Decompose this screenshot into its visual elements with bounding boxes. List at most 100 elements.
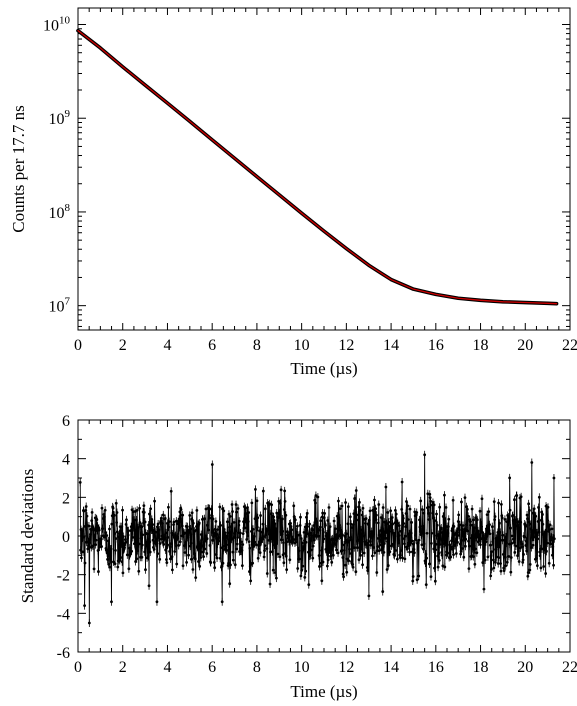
residual-point bbox=[498, 530, 502, 534]
residual-point bbox=[244, 512, 248, 515]
residual-point bbox=[427, 511, 431, 515]
residual-point bbox=[114, 537, 118, 540]
residual-point bbox=[148, 550, 152, 554]
residual-point bbox=[232, 520, 236, 524]
residual-point bbox=[221, 548, 225, 552]
residual-point bbox=[336, 536, 340, 540]
residual-point bbox=[479, 543, 482, 547]
residual-point bbox=[202, 517, 206, 521]
residual-point bbox=[277, 499, 281, 503]
residual-point bbox=[263, 544, 267, 548]
residual-point bbox=[227, 561, 230, 565]
residual-point bbox=[162, 542, 166, 546]
residual-point bbox=[449, 545, 453, 549]
decay-x-tick-label: 14 bbox=[383, 337, 399, 354]
residual-point bbox=[429, 499, 432, 503]
residual-point bbox=[87, 621, 91, 625]
residual-point bbox=[148, 512, 151, 516]
residual-point bbox=[358, 508, 362, 512]
residual-point bbox=[369, 543, 373, 547]
residual-point bbox=[115, 511, 119, 514]
residual-point bbox=[267, 539, 271, 542]
residual-point bbox=[478, 535, 482, 538]
residual-point bbox=[290, 528, 294, 532]
residual-point bbox=[107, 562, 111, 566]
residual-point bbox=[535, 564, 539, 568]
residual-point bbox=[155, 541, 158, 545]
residual-point bbox=[301, 564, 305, 568]
residual-point bbox=[226, 531, 230, 535]
residual-point bbox=[278, 511, 281, 515]
residual-point bbox=[499, 562, 502, 565]
residual-point bbox=[443, 493, 446, 497]
fit-curve-line bbox=[77, 29, 558, 305]
residual-point bbox=[550, 553, 554, 557]
residual-point bbox=[431, 501, 435, 504]
residual-point bbox=[524, 539, 528, 543]
residual-point bbox=[443, 519, 447, 523]
residual-point bbox=[320, 579, 324, 583]
residual-point bbox=[93, 534, 97, 538]
residual-point bbox=[115, 521, 119, 524]
residual-point bbox=[125, 553, 129, 557]
residual-point bbox=[464, 537, 468, 541]
residual-point bbox=[419, 499, 423, 503]
decay-x-tick-label: 20 bbox=[517, 337, 533, 354]
residual-point bbox=[473, 562, 477, 566]
residual-point bbox=[522, 535, 526, 539]
residual-point bbox=[198, 564, 202, 568]
residual-point bbox=[399, 529, 403, 533]
residual-point bbox=[373, 551, 377, 555]
residual-point bbox=[410, 520, 413, 524]
residual-point bbox=[400, 480, 404, 484]
residual-point bbox=[429, 541, 433, 545]
residual-point bbox=[516, 549, 520, 553]
residual-point bbox=[374, 507, 378, 511]
residual-point bbox=[352, 546, 356, 550]
residual-point bbox=[549, 542, 553, 546]
residual-point bbox=[349, 522, 353, 526]
residual-point bbox=[263, 549, 266, 553]
residual-point bbox=[158, 542, 162, 545]
residual-point bbox=[458, 528, 461, 532]
residual-point bbox=[258, 529, 262, 533]
residual-point bbox=[427, 562, 431, 566]
residual-point bbox=[100, 506, 104, 510]
residual-point bbox=[241, 532, 245, 536]
residual-point bbox=[314, 494, 318, 497]
residual-point bbox=[164, 548, 168, 552]
residual-point bbox=[456, 540, 459, 544]
residual-point bbox=[114, 549, 117, 552]
residual-point bbox=[178, 526, 181, 529]
residual-point bbox=[247, 540, 251, 544]
residual-point bbox=[283, 489, 287, 493]
residual-point bbox=[219, 546, 223, 550]
residual-point bbox=[552, 537, 556, 541]
residual-point bbox=[163, 536, 166, 540]
residual-point bbox=[271, 550, 274, 554]
residual-point bbox=[121, 508, 124, 512]
residual-point bbox=[465, 523, 469, 526]
residual-point bbox=[180, 524, 184, 528]
residual-point bbox=[503, 538, 506, 542]
residual-point bbox=[493, 515, 497, 518]
decay-x-tick-label: 0 bbox=[74, 337, 82, 354]
residual-point bbox=[487, 510, 491, 514]
residual-point bbox=[216, 528, 220, 531]
residual-point bbox=[471, 555, 475, 558]
residual-point bbox=[458, 542, 462, 546]
residual-point bbox=[155, 600, 159, 604]
residual-point bbox=[84, 505, 88, 508]
residual-point bbox=[433, 579, 437, 583]
residual-point bbox=[230, 503, 234, 506]
residual-point bbox=[302, 546, 306, 549]
residual-point bbox=[345, 570, 349, 574]
residual-point bbox=[129, 552, 132, 555]
residual-point bbox=[364, 517, 368, 520]
residual-point bbox=[439, 526, 443, 530]
residual-point bbox=[534, 514, 538, 518]
residual-point bbox=[485, 534, 489, 538]
residual-point bbox=[135, 557, 139, 561]
residual-point bbox=[514, 518, 517, 522]
residual-point bbox=[375, 513, 378, 517]
